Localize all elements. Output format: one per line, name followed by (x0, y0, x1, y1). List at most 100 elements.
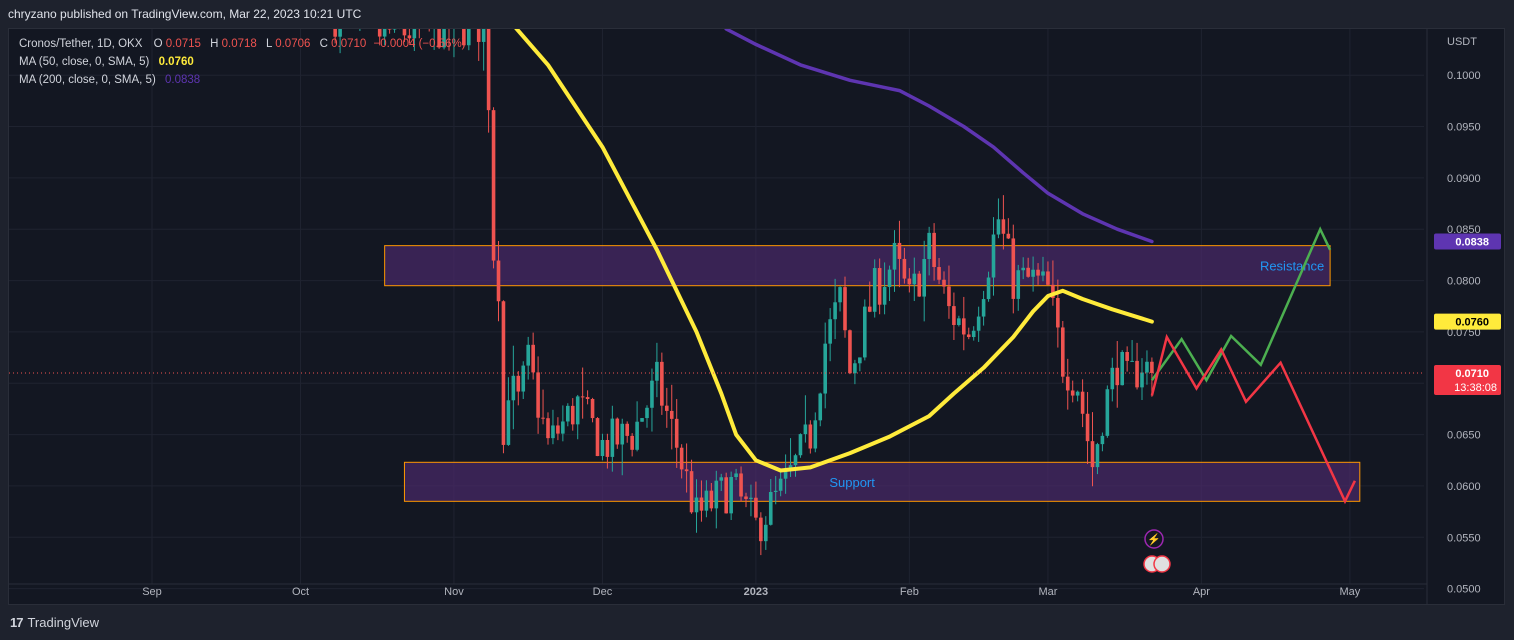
projections (1150, 226, 1357, 505)
zone-resistance (384, 245, 1331, 287)
candle-body (981, 299, 986, 317)
legend-line-2: MA (50, close, 0, SMA, 5) 0.0760 (19, 56, 194, 68)
price-label-bg (1434, 233, 1501, 250)
lightning-glyph: ⚡ (1147, 533, 1161, 546)
candle-body (957, 318, 961, 325)
axes: 0.10000.09500.09000.08500.08000.07500.07… (9, 29, 1501, 604)
candle-body (1075, 391, 1080, 396)
tradingview-brand[interactable]: 17 TradingView (10, 615, 99, 630)
tradingview-logo-icon: 17 (10, 615, 24, 630)
candle-body (630, 435, 634, 450)
footer-bar: 17 TradingView (0, 605, 1514, 640)
candle-body (511, 375, 516, 401)
candle-body (541, 417, 545, 419)
candle-body (823, 343, 827, 394)
price-chart[interactable]: Resistance Support 0.1000 0.0950 0.0900 0.08… (9, 0, 1504, 604)
candle-body (887, 269, 892, 288)
candle-body (942, 279, 946, 287)
candle-body (986, 277, 991, 300)
price-label: 0.0838 (1455, 237, 1489, 249)
events-icons[interactable]: ⚡ (1143, 529, 1171, 573)
zone-support (403, 461, 1361, 502)
candle-body (818, 393, 823, 421)
candle-body (1080, 391, 1085, 414)
candle-body (333, 13, 337, 37)
candle-body (1090, 441, 1095, 468)
price-label-bg (1434, 313, 1501, 330)
candle-body (387, 22, 392, 30)
candle-body (714, 480, 719, 509)
lightning-event-icon (1144, 529, 1164, 549)
candle-body (739, 473, 743, 497)
legend-h-label: H (210, 38, 218, 50)
y-tick-label: 0.0650 (1447, 430, 1481, 442)
y-tick-label: 0.0950 (1447, 122, 1481, 134)
candle-body (996, 219, 1001, 235)
candle-body (843, 287, 847, 331)
candle-body (991, 234, 996, 278)
candle-body (813, 420, 818, 449)
candle-body (655, 361, 659, 381)
x-tick-label: Nov (444, 586, 464, 598)
candle-body (1095, 444, 1100, 468)
candle-body (798, 434, 803, 456)
candle-body (486, 17, 491, 111)
candle-body (1105, 389, 1110, 436)
candle-body (719, 477, 724, 481)
candle-body (1046, 271, 1050, 285)
y-tick-label: 0.0750 (1447, 327, 1481, 339)
candle-body (962, 318, 966, 335)
candle-body (684, 469, 689, 472)
y-tick-label: 0.0600 (1447, 481, 1481, 493)
candle-body (1006, 233, 1011, 239)
y-tick-label: 0.1000 (1447, 70, 1481, 82)
candle-body (392, 13, 397, 30)
candle-body (1031, 269, 1035, 277)
legend-l-value: 0.0706 (275, 38, 310, 50)
candle-body (858, 357, 862, 364)
candle-body (828, 319, 832, 344)
candle-body (1011, 238, 1016, 299)
candle-body (724, 477, 728, 514)
us-economic-event-icon-2 (1153, 555, 1171, 573)
candle-body (867, 306, 872, 312)
candle-body (1125, 352, 1129, 361)
chart-frame[interactable]: Resistance Support 0.1000 0.0950 0.0900 0.08… (8, 0, 1505, 605)
candle-body (793, 455, 798, 466)
candle-body (556, 425, 560, 434)
y-tick-label: 0.0800 (1447, 276, 1481, 288)
candle-body (640, 418, 644, 422)
candle-body (605, 439, 610, 457)
legend-l-label: L (266, 38, 273, 50)
candle-body (877, 268, 882, 305)
candle-body (665, 405, 669, 411)
candle-body (580, 396, 585, 398)
candle-body (412, 11, 417, 39)
ma200-line (724, 27, 1154, 244)
candle-body (744, 496, 748, 499)
candle-body (407, 35, 412, 39)
candle-body (768, 492, 773, 525)
candle-body (462, 14, 466, 46)
candle-body (754, 497, 758, 518)
candle-body (679, 447, 684, 470)
countdown-label: 13:38:08 (1454, 382, 1497, 394)
candle-body (1001, 219, 1006, 234)
candle-body (808, 424, 813, 449)
candle-body (635, 421, 639, 450)
legend-o-value: 0.0715 (166, 38, 201, 50)
candle-body (902, 258, 907, 279)
x-tick-label: Feb (900, 586, 919, 598)
candle-body (1110, 367, 1115, 390)
candle-body (853, 363, 857, 374)
moving-averages (501, 11, 1154, 473)
candle-body (600, 439, 605, 457)
zones: Resistance Support (384, 245, 1361, 502)
candle-body (566, 405, 570, 422)
candle-body (650, 380, 654, 408)
candle-body (1036, 269, 1040, 276)
candle-body (620, 423, 625, 445)
candle-body (1140, 372, 1144, 388)
candle-body (1061, 327, 1065, 377)
candle-body (947, 286, 951, 307)
